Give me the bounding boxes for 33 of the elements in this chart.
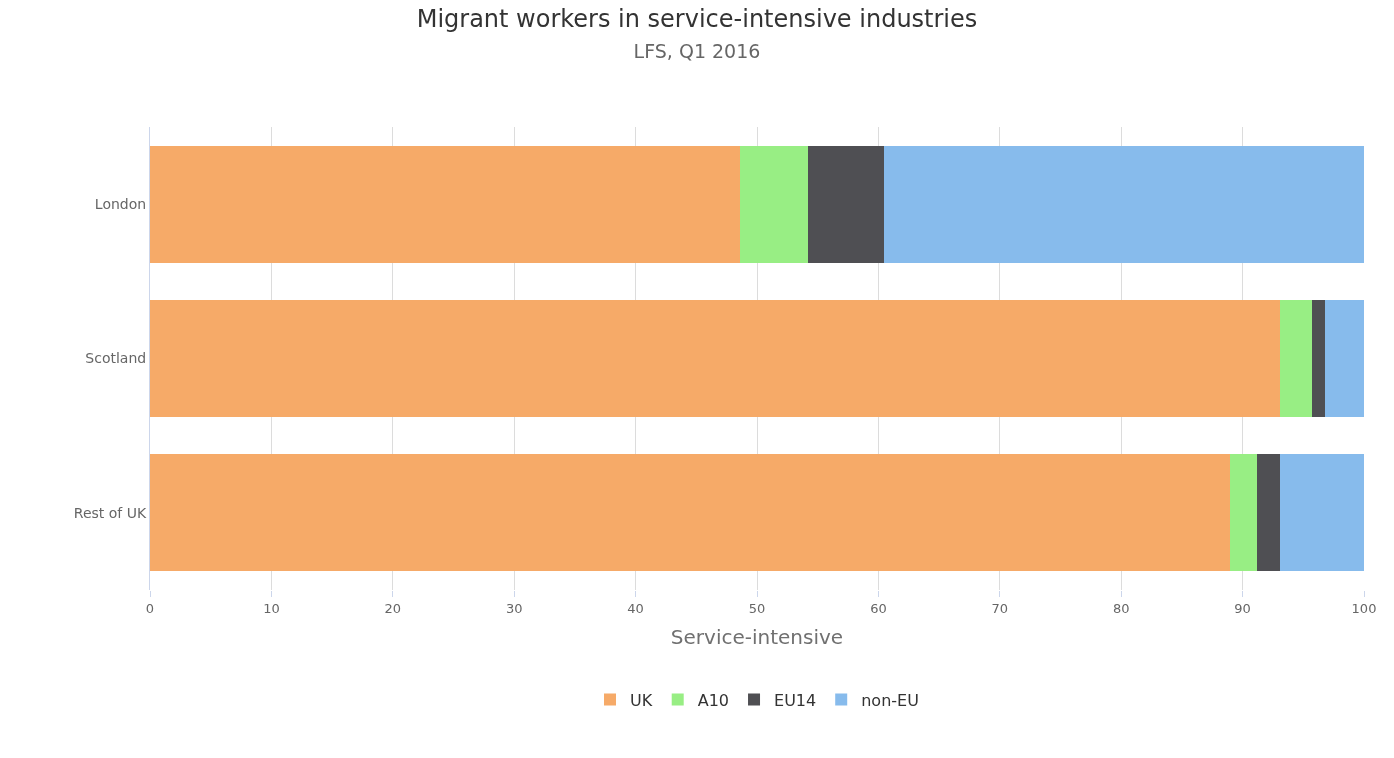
x-tick-label: 100	[1351, 600, 1377, 616]
bar	[1280, 299, 1312, 418]
x-tick-label: 80	[1112, 600, 1130, 616]
bar	[884, 145, 1364, 263]
bar	[740, 145, 808, 263]
bar	[150, 145, 740, 263]
x-tick-label: 20	[384, 600, 402, 616]
x-tick-label: 70	[991, 600, 1009, 616]
bar	[1325, 299, 1364, 418]
bar	[807, 145, 885, 263]
bar	[1257, 454, 1281, 572]
bar	[150, 299, 1281, 418]
legend-label: non-EU	[861, 690, 919, 710]
y-tick-label: London	[94, 196, 147, 213]
x-tick-label: 30	[505, 600, 523, 616]
bar	[1230, 454, 1258, 572]
legend-label: A10	[697, 690, 730, 710]
legend-label: EU14	[774, 690, 817, 710]
x-tick-label: 90	[1234, 600, 1251, 616]
chart-subtitle: LFS, Q1 2016	[633, 39, 761, 62]
bar	[1311, 299, 1326, 418]
x-tick-label: 50	[748, 600, 766, 616]
x-tick-label: 10	[263, 600, 280, 616]
y-tick-label: Scotland	[85, 350, 147, 367]
x-tick-label: 0	[145, 600, 155, 616]
y-tick-label: Rest of UK	[73, 504, 148, 521]
legend-label: UK	[630, 690, 653, 710]
x-tick-label: 60	[870, 600, 887, 616]
x-tick-label: 40	[627, 600, 644, 616]
bar	[150, 454, 1231, 572]
x-axis-title: Service-intensive	[670, 625, 844, 650]
chart-title: Migrant workers in service-intensive industries	[416, 4, 978, 33]
bar	[1280, 454, 1364, 572]
